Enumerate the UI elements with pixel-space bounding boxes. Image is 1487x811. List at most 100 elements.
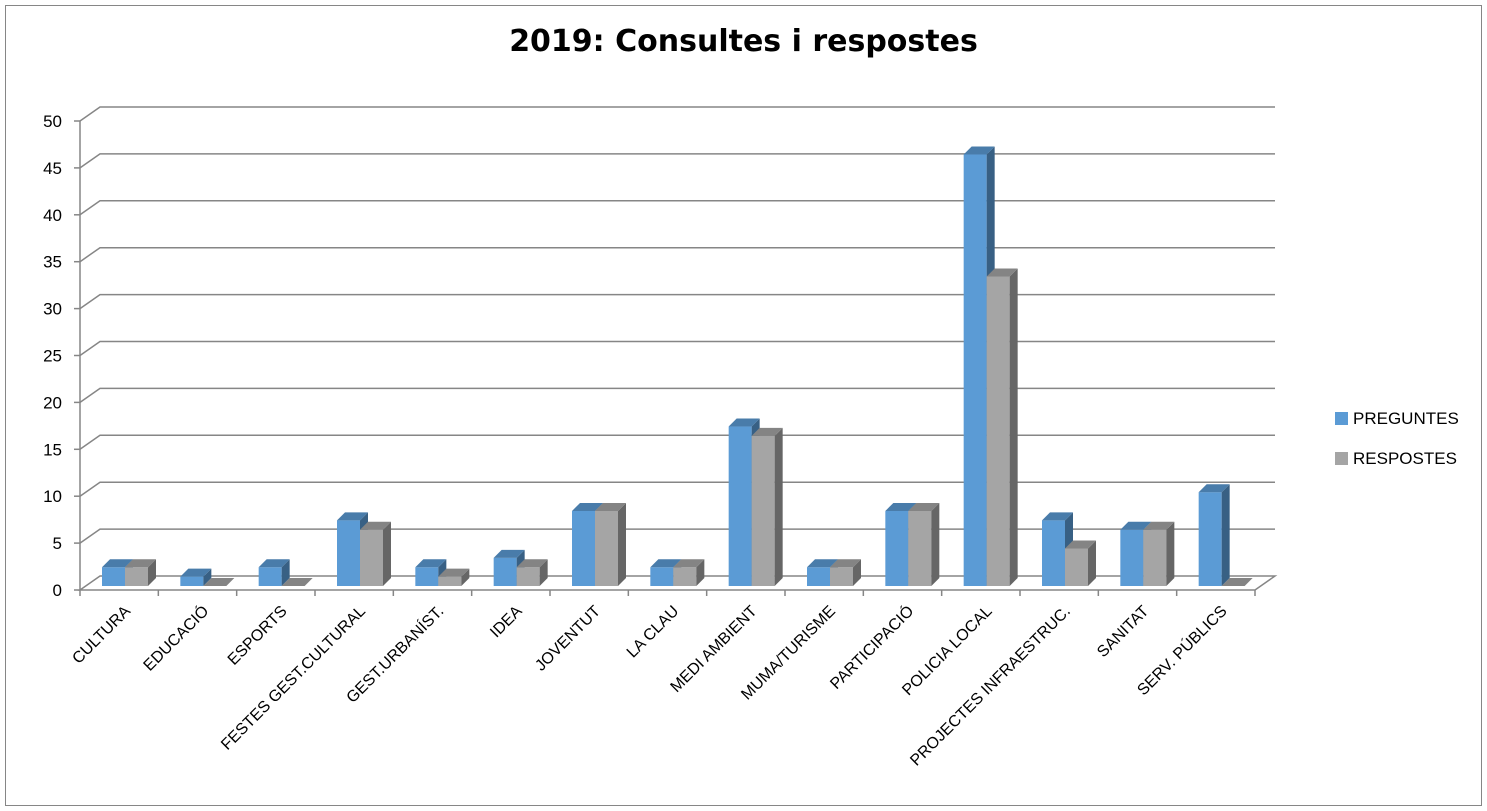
bar-front (258, 567, 282, 586)
bar-front (572, 510, 595, 586)
bar-front (102, 567, 125, 586)
y-tick-label: 50 (43, 112, 62, 131)
bar-side (1166, 521, 1175, 586)
bar-respostes (1143, 521, 1175, 586)
x-tick-label: EDUCACIÓ (139, 601, 212, 674)
chart-title: 2019: Consultes i respostes (509, 24, 978, 59)
x-tick-label: JOVENTUT (532, 603, 604, 675)
bar-side (203, 568, 212, 586)
bar-top (1065, 540, 1096, 549)
bar-top (908, 502, 940, 511)
bar-respostes (1221, 578, 1253, 586)
bar-front (360, 529, 383, 586)
bar-top (415, 559, 447, 568)
x-tick-label: LA CLAU (624, 603, 683, 662)
bar-front (125, 567, 148, 586)
y-axis: 0 5 10 15 20 25 30 35 40 45 50 (43, 112, 80, 600)
gridline (79, 340, 1275, 357)
y-tick-label: 30 (43, 300, 62, 319)
bar-front (986, 276, 1010, 586)
bar-front (1143, 529, 1167, 586)
bar-front (1042, 520, 1065, 586)
x-tick-label: PROJECTES INFRAESTRUC. (907, 603, 1074, 770)
bar-front (673, 567, 697, 586)
bar-side (1009, 268, 1018, 586)
bar-respostes (516, 559, 548, 586)
bar-front (438, 576, 462, 586)
bar-front (1120, 529, 1144, 586)
x-tick-label: ESPORTS (225, 603, 291, 669)
bar-front (963, 154, 987, 586)
x-tick-label: SANITAT (1094, 603, 1152, 661)
bar-side (1221, 484, 1230, 586)
gridlines (79, 106, 1275, 544)
bar-preguntes (415, 559, 447, 586)
gridline (79, 246, 1275, 263)
bar-front (595, 510, 618, 586)
bar-front (516, 567, 540, 586)
bar-respostes (986, 268, 1018, 586)
bar-top (1198, 484, 1230, 493)
bars (102, 146, 1253, 586)
legend-swatch (1335, 452, 1348, 465)
x-tick-label: CULTURA (69, 603, 134, 668)
bar-side (1088, 540, 1096, 586)
bar-side (931, 502, 940, 586)
bar-side (281, 559, 290, 586)
bar-front (180, 576, 204, 586)
bar-top (203, 578, 235, 586)
bar-top (102, 559, 133, 568)
bar-top (516, 559, 548, 568)
bar-front (751, 435, 775, 586)
bar-top (438, 568, 470, 577)
gridline (79, 153, 1275, 169)
bar-front (650, 567, 674, 586)
bar-side (148, 559, 156, 586)
bar-respostes (1065, 540, 1096, 586)
bar-top (125, 559, 156, 568)
bar-respostes (360, 521, 391, 586)
bar-front (830, 567, 853, 586)
y-tick-label: 15 (43, 440, 62, 459)
gridline (79, 293, 1275, 310)
y-tick-label: 5 (53, 534, 62, 553)
bar-top (1120, 521, 1152, 530)
bar-front (728, 426, 752, 586)
bar-respostes (673, 559, 705, 586)
bar-respostes (830, 559, 861, 586)
gridline (79, 481, 1275, 497)
chart-frame (5, 5, 1482, 806)
legend: PREGUNTES RESPOSTES (1335, 409, 1459, 468)
x-tick-label: FESTES GEST.CULTURAL (218, 603, 369, 754)
bar-front (493, 557, 517, 586)
x-tick-label: IDEA (487, 603, 526, 642)
bar-front (807, 567, 830, 586)
bar-side (618, 502, 626, 586)
bar-top (885, 502, 917, 511)
gridline (79, 200, 1275, 216)
bar-top (572, 502, 603, 511)
bar-side (539, 559, 548, 586)
gridline (79, 434, 1275, 450)
bar-respostes (203, 578, 235, 586)
y-tick-label: 45 (43, 159, 62, 178)
bar-respostes (281, 578, 313, 586)
bar-top (963, 146, 995, 155)
bar-top (281, 578, 313, 586)
y-tick-label: 20 (43, 393, 62, 412)
bar-top (986, 268, 1018, 277)
bar-side (853, 559, 861, 586)
bar-preguntes (258, 559, 290, 586)
bar-top (807, 559, 838, 568)
bar-top (258, 559, 290, 568)
bar-front (908, 510, 932, 586)
bar-respostes (908, 502, 940, 586)
legend-swatch (1335, 412, 1348, 425)
y-tick-label: 25 (43, 347, 62, 366)
bar-top (180, 568, 212, 577)
y-tick-label: 10 (43, 487, 62, 506)
bar-front (415, 567, 439, 586)
gridline (79, 528, 1275, 544)
